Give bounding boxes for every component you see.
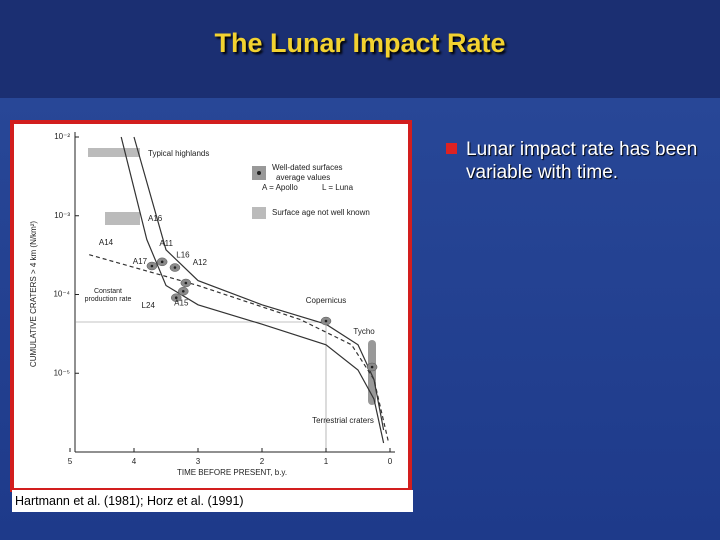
x-tick-label: 0 (388, 457, 393, 466)
annotation: A16 (148, 214, 163, 223)
y-axis-label: CUMULATIVE CRATERS > 4 km (N/km²) (29, 221, 38, 367)
point-center (150, 264, 154, 268)
a16-bar (105, 212, 140, 225)
legend-label: average values (276, 173, 330, 182)
slide-title: The Lunar Impact Rate (214, 28, 506, 58)
point-label: L16 (176, 251, 190, 260)
citation: Hartmann et al. (1981); Horz et al. (199… (12, 490, 413, 512)
legend-label: L = Luna (322, 183, 354, 192)
legend-label: Surface age not well known (272, 208, 370, 217)
annotation-text: Constant production rate (84, 288, 132, 303)
point-label: A11 (159, 239, 173, 248)
legend-swatch (252, 207, 266, 219)
point-label: A17 (133, 257, 148, 266)
point-center (174, 296, 178, 300)
y-tick-label: 10⁻² (54, 132, 70, 141)
annotation: A14 (99, 238, 114, 247)
point-center (181, 289, 185, 293)
point-center (324, 319, 328, 323)
curve (120, 136, 385, 444)
point-label: Tycho (353, 327, 375, 336)
legend-dot (257, 171, 261, 175)
y-tick-label: 10⁻³ (54, 211, 70, 220)
x-tick-label: 2 (260, 457, 265, 466)
annotation: Constant production rate (84, 288, 132, 303)
annotation: Terrestrial craters (312, 416, 374, 425)
bullet-text: Lunar impact rate has been variable with… (446, 138, 716, 184)
x-tick-label: 4 (132, 457, 137, 466)
x-tick-label: 3 (196, 457, 201, 466)
annotation: Typical highlands (148, 149, 209, 158)
x-axis-label: TIME BEFORE PRESENT, b.y. (177, 468, 287, 477)
point-center (160, 260, 164, 264)
point-label: A12 (193, 258, 208, 267)
point-label: L24 (142, 301, 156, 310)
figure-frame (10, 120, 412, 492)
y-tick-label: 10⁻⁵ (54, 368, 70, 377)
y-tick-label: 10⁻⁴ (53, 290, 70, 299)
x-tick-label: 1 (324, 457, 329, 466)
curve (133, 136, 385, 431)
point-label: Copernicus (306, 296, 346, 305)
curve (89, 254, 389, 441)
point-center (173, 266, 177, 269)
point-center (370, 365, 374, 369)
point-label: A15 (174, 298, 189, 307)
legend-label: A = Apollo (262, 183, 298, 192)
title-band (0, 0, 720, 98)
highlands-bar (88, 148, 140, 157)
legend-label: Well-dated surfaces (272, 163, 343, 172)
point-center (184, 281, 188, 285)
x-tick-label: 5 (68, 457, 73, 466)
plot: 10⁻² 10⁻³ 10⁻⁴ 10⁻⁵ 5 4 3 2 1 0 TIME BEFORE PRESEN… (29, 132, 395, 477)
terrestrial-bar (368, 340, 376, 405)
